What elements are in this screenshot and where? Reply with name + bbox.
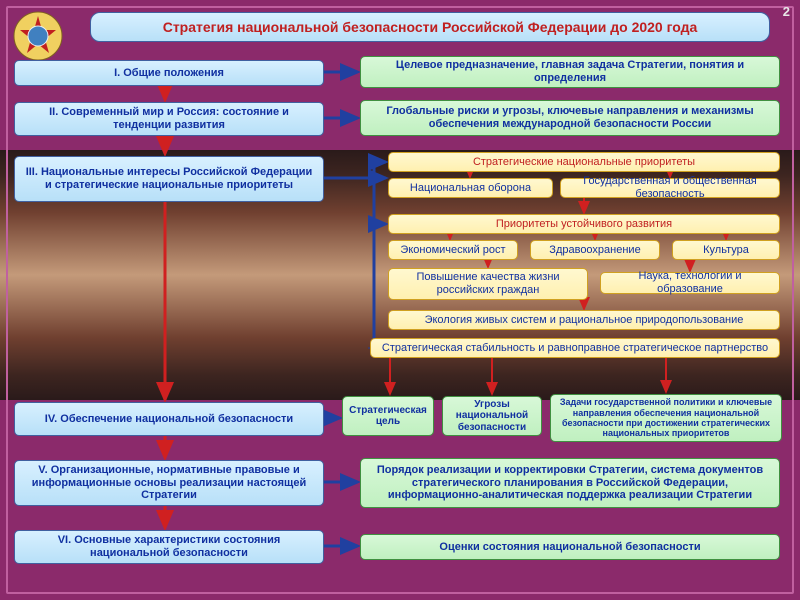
strategic-goal: Стратегическая цель	[342, 396, 434, 436]
culture: Культура	[672, 240, 780, 260]
state-security: Государственная и общественная безопасно…	[560, 178, 780, 198]
right-6: Оценки состояния национальной безопаснос…	[360, 534, 780, 560]
tasks: Задачи государственной политики и ключев…	[550, 394, 782, 442]
section-2: II. Современный мир и Россия: состояние …	[14, 102, 324, 136]
title-banner: Стратегия национальной безопасности Росс…	[90, 12, 770, 42]
right-2: Глобальные риски и угрозы, ключевые напр…	[360, 100, 780, 136]
nat-defense: Национальная оборона	[388, 178, 553, 198]
threats: Угрозы национальной безопасности	[442, 396, 542, 436]
pur-header: Приоритеты устойчивого развития	[388, 214, 780, 234]
section-1: I. Общие положения	[14, 60, 324, 86]
science-tech: Наука, технологии и образование	[600, 272, 780, 294]
page-number: 2	[783, 4, 790, 19]
ecology: Экология живых систем и рациональное при…	[388, 310, 780, 330]
section-5: V. Организационные, нормативные правовые…	[14, 460, 324, 506]
snp-header: Стратегические национальные приоритеты	[388, 152, 780, 172]
strategic-stability: Стратегическая стабильность и равноправн…	[370, 338, 780, 358]
section-3: III. Национальные интересы Российской Фе…	[14, 156, 324, 202]
right-1: Целевое предназначение, главная задача С…	[360, 56, 780, 88]
healthcare: Здравоохранение	[530, 240, 660, 260]
section-4: IV. Обеспечение национальной безопасност…	[14, 402, 324, 436]
emblem-icon	[12, 10, 64, 62]
section-6: VI. Основные характеристики состояния на…	[14, 530, 324, 564]
econ-growth: Экономический рост	[388, 240, 518, 260]
quality-life: Повышение качества жизни российских граж…	[388, 268, 588, 300]
right-5: Порядок реализации и корректировки Страт…	[360, 458, 780, 508]
